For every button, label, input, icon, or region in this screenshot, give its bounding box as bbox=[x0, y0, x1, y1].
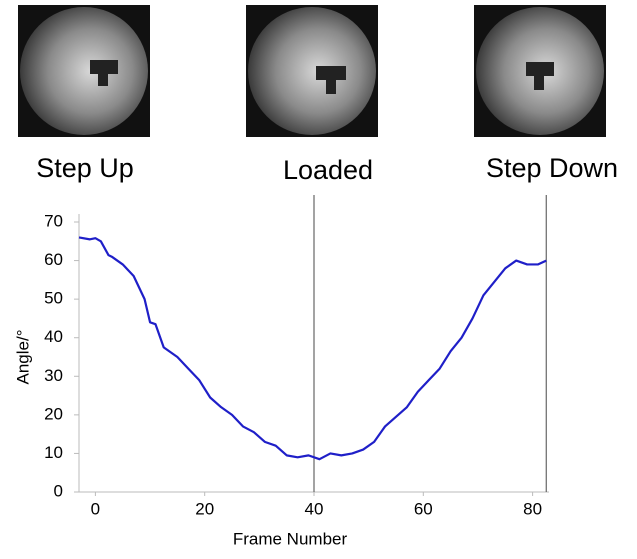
data-line bbox=[79, 237, 546, 459]
xray-image bbox=[474, 5, 606, 137]
x-tick-label: 40 bbox=[305, 499, 324, 518]
y-tick-label: 20 bbox=[44, 404, 63, 423]
y-tick-label: 10 bbox=[44, 443, 63, 462]
y-tick-label: 70 bbox=[44, 211, 63, 230]
x-tick-label: 60 bbox=[414, 499, 433, 518]
panel-label: Loaded bbox=[283, 155, 373, 185]
y-tick-label: 40 bbox=[44, 327, 63, 346]
xray-images bbox=[18, 5, 606, 137]
xray-image bbox=[246, 5, 378, 137]
panel-label: Step Down bbox=[486, 153, 618, 183]
y-axis-title: Angle/° bbox=[13, 329, 32, 384]
panel-label: Step Up bbox=[36, 153, 134, 183]
x-axis-title: Frame Number bbox=[233, 529, 348, 548]
y-tick-label: 50 bbox=[44, 289, 63, 308]
x-tick-label: 20 bbox=[195, 499, 214, 518]
y-tick-label: 0 bbox=[54, 481, 63, 500]
xray-image bbox=[18, 5, 150, 137]
y-tick-label: 30 bbox=[44, 366, 63, 385]
y-tick-label: 60 bbox=[44, 250, 63, 269]
x-tick-label: 0 bbox=[91, 499, 100, 518]
figure: Step Up Loaded Step Down Frame Number An… bbox=[0, 0, 637, 554]
x-tick-label: 80 bbox=[523, 499, 542, 518]
